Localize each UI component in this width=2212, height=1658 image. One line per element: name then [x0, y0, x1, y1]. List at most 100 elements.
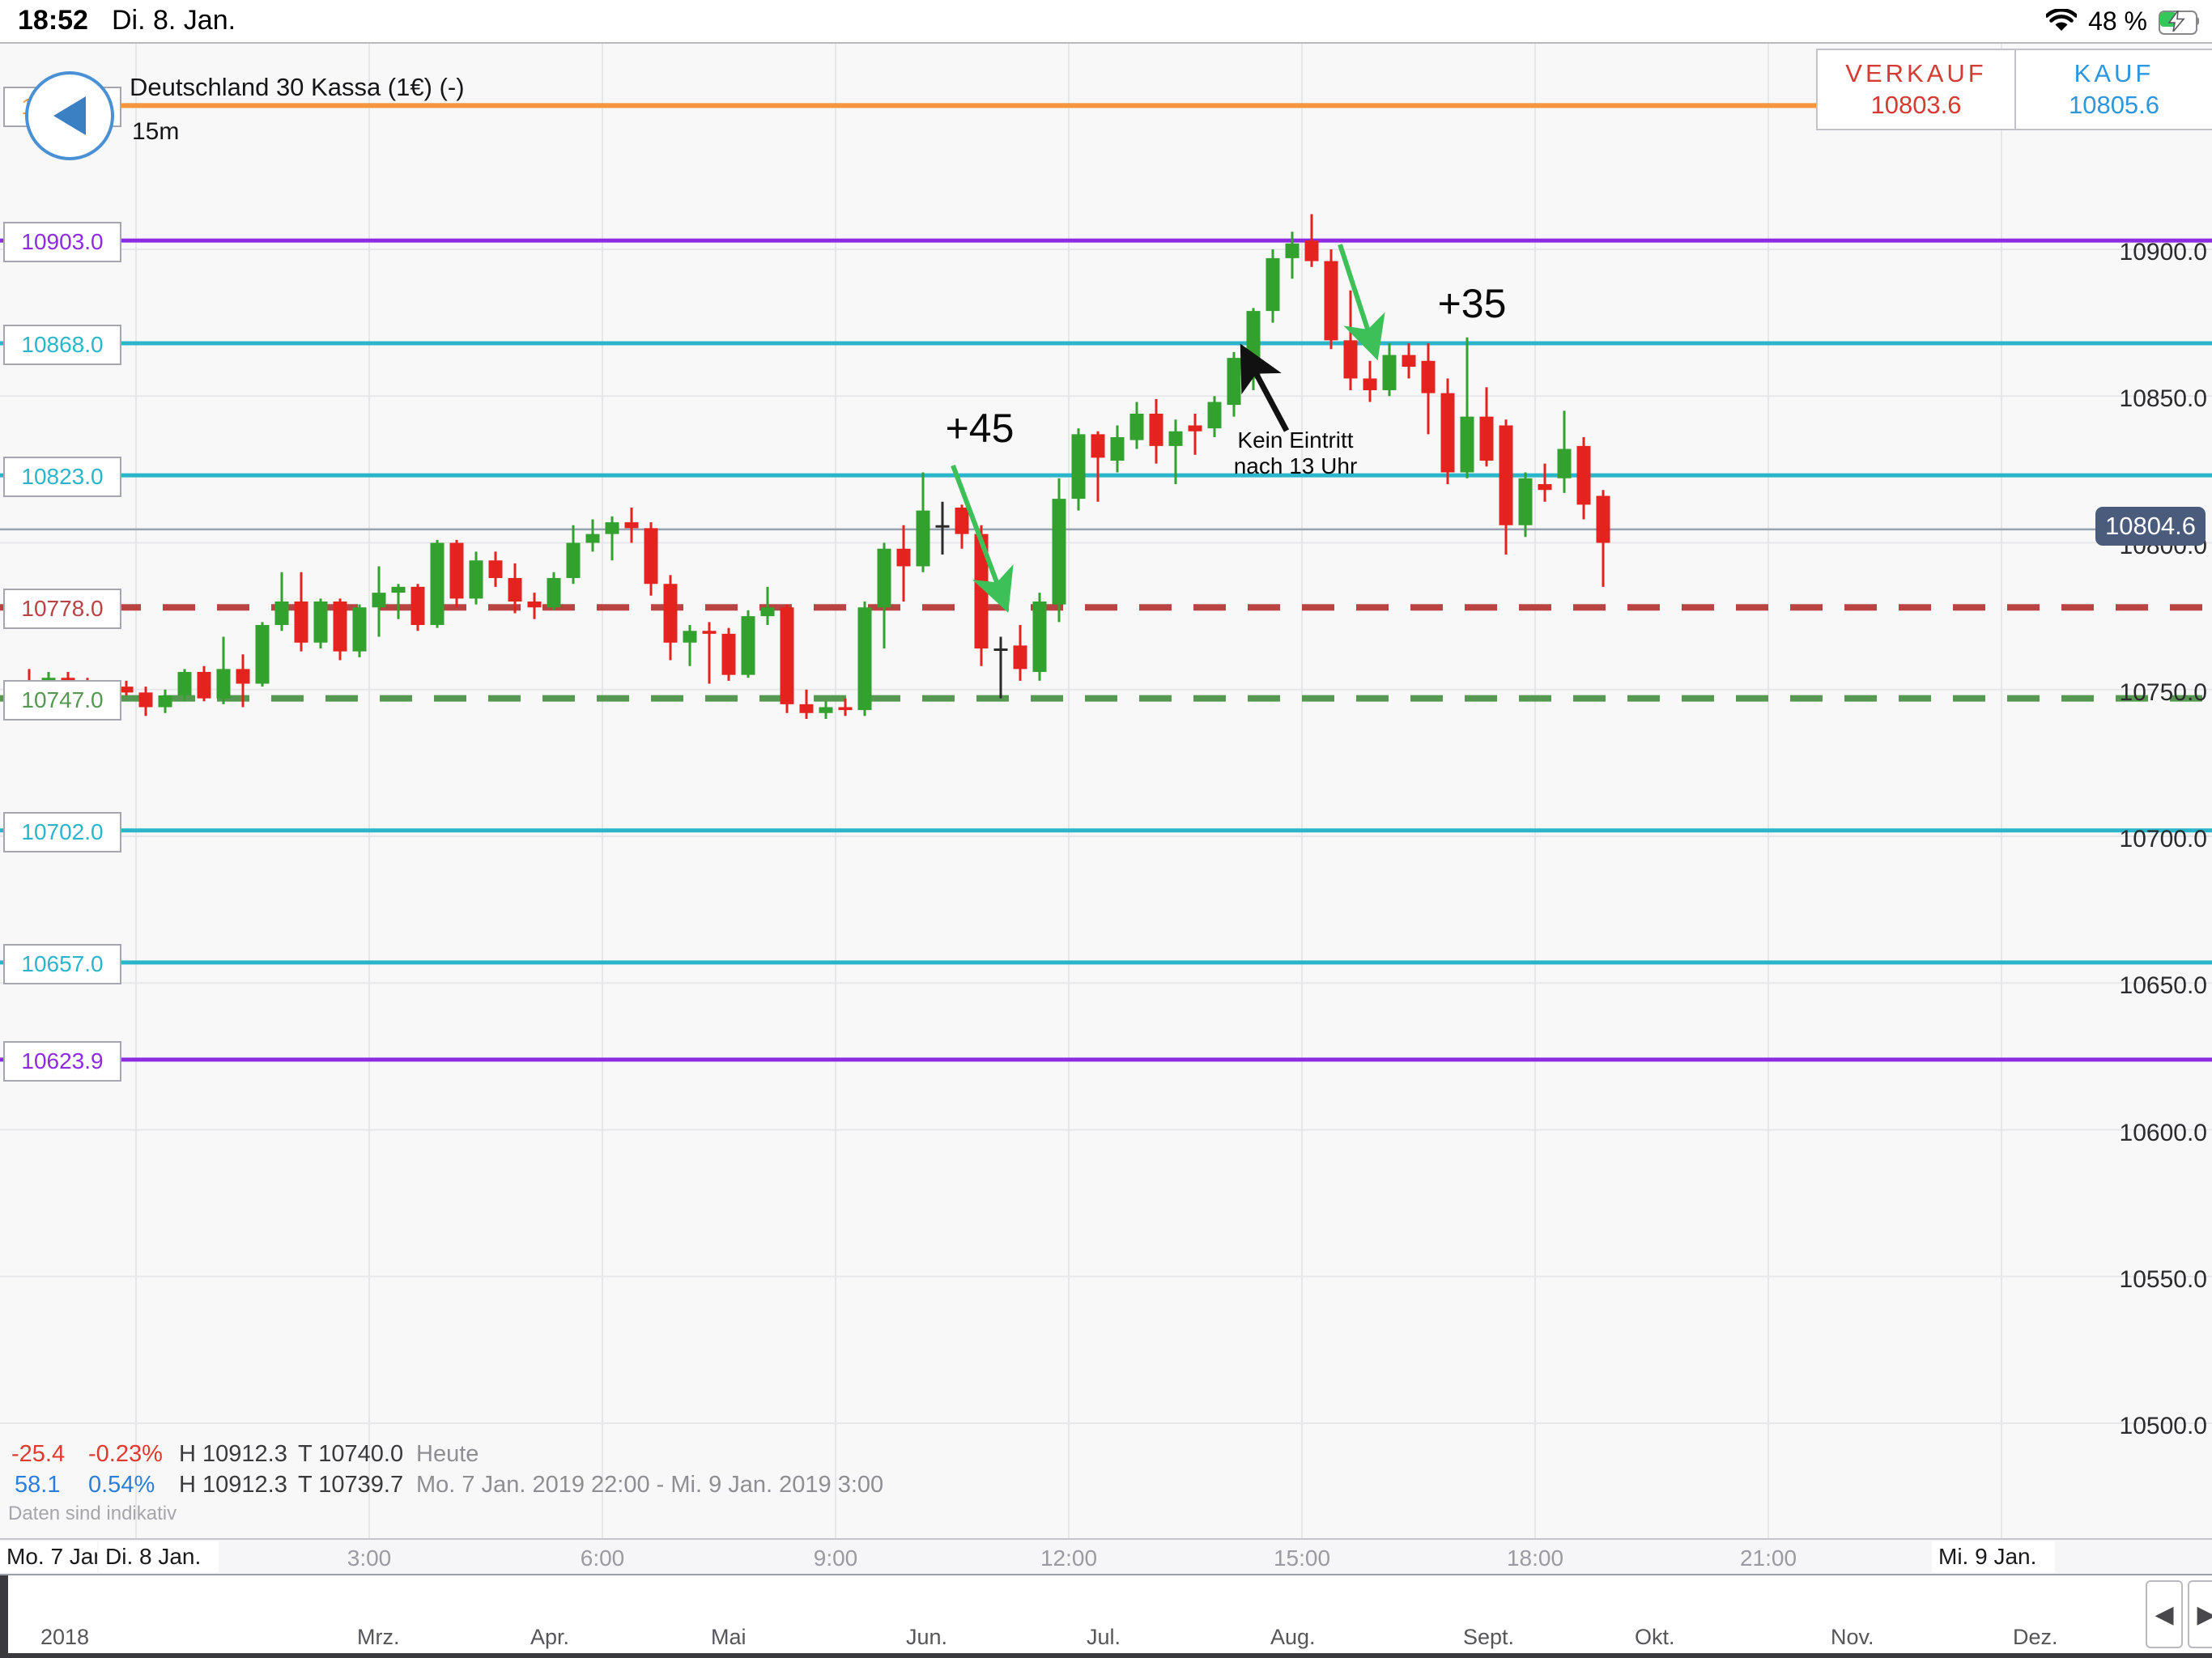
level-label-10702.0[interactable]: 10702.0: [3, 811, 121, 852]
candle-body: [1285, 243, 1300, 258]
chart-top-border: [0, 42, 2212, 44]
candle-body: [1402, 355, 1416, 367]
axis-label-10500.0: 10500.0: [2119, 1413, 2207, 1439]
timeframe-selector[interactable]: 15m: [132, 118, 180, 145]
candle-body: [1479, 416, 1494, 461]
axis-label-10550.0: 10550.0: [2119, 1265, 2207, 1293]
status-bar: 18:52 Di. 8. Jan. 48 %: [0, 0, 2212, 42]
candle-body: [527, 602, 542, 608]
sell-label: VERKAUF: [1845, 58, 1987, 87]
candle-body: [605, 522, 619, 534]
month-label-Dez.: Dez.: [2013, 1625, 2058, 1649]
candle-body: [566, 542, 581, 578]
back-button[interactable]: [25, 71, 114, 160]
axis-label-10900.0: 10900.0: [2119, 239, 2207, 266]
candle-body: [1363, 378, 1377, 390]
candle-body: [955, 508, 969, 534]
candle-body: [410, 586, 425, 625]
candle-body: [1168, 431, 1183, 446]
month-label-Apr.: Apr.: [530, 1625, 570, 1649]
battery-icon: [2159, 11, 2199, 35]
candle-body: [819, 707, 833, 713]
level-label-10823.0[interactable]: 10823.0: [3, 457, 121, 498]
axis-label-10700.0: 10700.0: [2119, 826, 2207, 852]
candle-body: [916, 510, 930, 567]
back-arrow-icon: [53, 96, 86, 135]
scroll-left-button[interactable]: ◀: [2146, 1580, 2183, 1648]
candle-body: [741, 616, 755, 675]
candle-body: [255, 625, 270, 684]
candle-body: [1440, 393, 1455, 473]
candle-body: [663, 584, 678, 643]
buy-label: KAUF: [2074, 58, 2155, 87]
candle-body: [857, 607, 872, 711]
level-label-10778.0[interactable]: 10778.0: [3, 589, 121, 630]
current-price-value: 10804.6: [2104, 512, 2197, 540]
axis-label-10850.0: 10850.0: [2119, 385, 2207, 413]
green-arrow: [1338, 244, 1385, 361]
candle-body: [1538, 484, 1552, 491]
candle-body: [683, 631, 697, 643]
instrument-title: Deutschland 30 Kassa (1€) (-): [130, 73, 465, 101]
candle-body: [1304, 240, 1319, 261]
date-label: Di. 8 Jan.: [99, 1541, 219, 1572]
scroll-right-button[interactable]: ▶: [2188, 1580, 2212, 1648]
candle-body: [1032, 602, 1047, 672]
candle-body: [1421, 360, 1436, 393]
candle-body: [1227, 358, 1241, 406]
candle-body: [838, 707, 853, 711]
sell-button[interactable]: VERKAUF 10803.6: [1816, 49, 2016, 130]
stat-low-range: T 10739.7: [298, 1472, 404, 1498]
candle-body: [1013, 645, 1027, 670]
stat-change-range: 58.1: [15, 1472, 61, 1498]
candle-body: [138, 692, 153, 708]
candle-body: [216, 669, 231, 699]
candle-body: [1149, 414, 1163, 446]
candle-body: [780, 607, 794, 704]
level-label-10903.0[interactable]: 10903.0: [3, 222, 121, 263]
candle-body: [333, 602, 347, 652]
time-label: 3:00: [347, 1545, 392, 1571]
candle-body: [1071, 434, 1086, 500]
candle-body: [547, 578, 561, 608]
stat-low-today: T 10740.0: [298, 1441, 404, 1467]
candle-body: [1596, 495, 1610, 543]
month-label-Aug.: Aug.: [1270, 1625, 1316, 1649]
candle-body: [372, 593, 386, 608]
range-navigator[interactable]: 2018 Mrz. Apr. Mai Jun. Jul. Aug. Sept. Okt. Nov.…: [0, 1574, 2212, 1655]
candle-body: [1129, 414, 1144, 440]
candle-body: [1052, 499, 1066, 605]
annotation-note-line1: Kein Eintritt: [1237, 427, 1354, 453]
axis-label-10600.0: 10600.0: [2119, 1119, 2207, 1146]
time-label: 18:00: [1506, 1545, 1564, 1571]
candle-body: [721, 633, 736, 675]
green-arrow: [951, 464, 1014, 614]
month-label-Okt.: Okt.: [1635, 1625, 1675, 1649]
annotation-gain-35: +35: [1437, 281, 1507, 326]
candle-body: [993, 648, 1008, 651]
stat-pct-range: 0.54%: [88, 1472, 155, 1498]
annotation-gain-45: +45: [945, 406, 1015, 451]
stat-range-label: Mo. 7 Jan. 2019 22:00 - Mi. 9 Jan. 2019 …: [416, 1472, 884, 1498]
time-label: 12:00: [1040, 1545, 1098, 1571]
level-label-10868.0[interactable]: 10868.0: [3, 325, 121, 365]
candle-body: [799, 704, 814, 713]
level-label-10747.0[interactable]: 10747.0: [3, 679, 121, 721]
candle-body: [935, 525, 950, 528]
candle-body: [644, 528, 658, 585]
current-price-badge: 10804.6: [2095, 507, 2206, 546]
candle-body: [1576, 445, 1591, 505]
level-label-10657.0[interactable]: 10657.0: [3, 943, 121, 984]
level-label-10623.9[interactable]: 10623.9: [3, 1040, 121, 1082]
buy-button[interactable]: KAUF 10805.6: [2014, 49, 2212, 130]
axis-label-10650.0: 10650.0: [2119, 972, 2207, 1000]
bottom-edge-strip: [0, 1653, 2212, 1658]
time-label: 6:00: [580, 1545, 625, 1571]
candle-body: [1343, 340, 1358, 379]
candle-body: [1557, 449, 1572, 478]
candle-body: [1110, 437, 1125, 461]
candle-body: [488, 560, 503, 578]
time-label: 9:00: [813, 1545, 858, 1571]
